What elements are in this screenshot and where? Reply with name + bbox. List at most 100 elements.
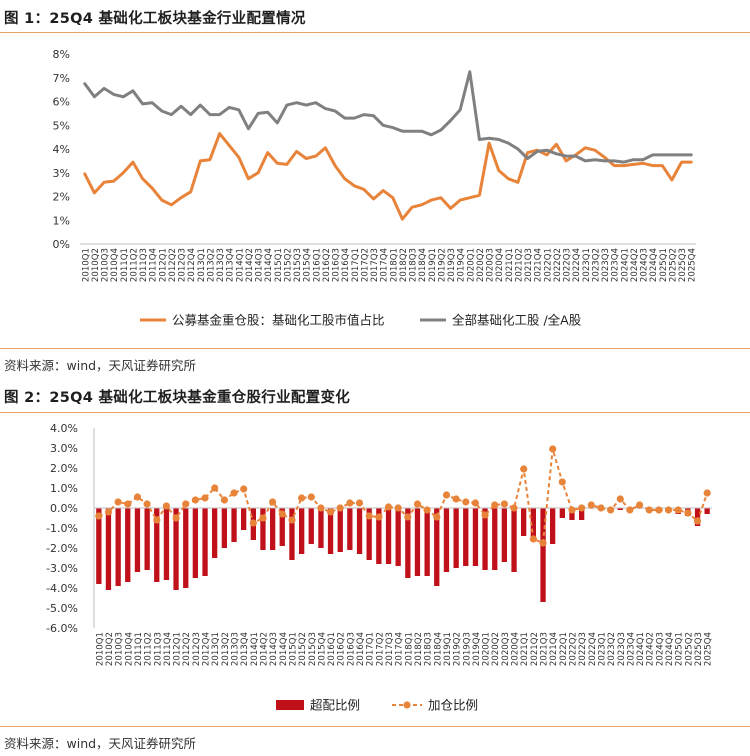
add-position-point — [607, 506, 615, 514]
add-position-point — [355, 499, 364, 507]
add-position-point — [693, 517, 702, 525]
add-position-point — [500, 500, 508, 508]
x-tick-label: 2016Q2 — [337, 632, 347, 666]
x-tick-label: 2013Q3 — [216, 248, 226, 282]
x-tick-label: 2010Q1 — [81, 248, 91, 282]
add-position-point — [549, 445, 557, 453]
add-position-point — [240, 485, 248, 493]
x-tick-label: 2020Q1 — [482, 632, 492, 666]
x-tick-label: 2010Q1 — [95, 632, 105, 666]
x-tick-label: 2010Q3 — [101, 248, 111, 282]
bar-overweight — [424, 508, 430, 576]
x-tick-label: 2021Q1 — [520, 632, 530, 666]
x-tick-label: 2016Q3 — [346, 632, 356, 666]
x-tick-label: 2013Q4 — [226, 248, 236, 282]
x-tick-label: 2018Q4 — [418, 248, 428, 282]
x-tick-label: 2017Q3 — [370, 248, 380, 282]
bar-overweight — [173, 508, 179, 590]
x-tick-label: 2021Q2 — [514, 248, 524, 282]
add-position-point — [230, 489, 238, 497]
x-tick-label: 2011Q4 — [149, 248, 159, 282]
x-tick-label: 2023Q4 — [611, 248, 621, 282]
x-tick-label: 2010Q4 — [124, 632, 134, 666]
bar-overweight — [463, 508, 469, 566]
x-tick-label: 2016Q2 — [322, 248, 332, 282]
bar-overweight — [318, 508, 324, 548]
bar-overweight — [212, 508, 218, 558]
bar-overweight — [202, 508, 208, 576]
x-tick-label: 2019Q3 — [462, 632, 472, 666]
x-tick-label: 2016Q4 — [341, 248, 351, 282]
legend-label: 加仓比例 — [428, 698, 478, 713]
add-position-point — [211, 484, 219, 492]
y-tick-label: 3.0% — [50, 442, 78, 455]
add-position-point — [626, 506, 634, 514]
y-tick-label: -2.0% — [46, 542, 78, 555]
x-tick-label: 2016Q1 — [312, 248, 322, 282]
bar-overweight — [559, 508, 565, 518]
bar-overweight — [617, 508, 623, 510]
x-tick-label: 2024Q4 — [649, 248, 659, 282]
add-position-point — [674, 506, 682, 514]
bar-overweight — [337, 508, 343, 552]
bar-overweight — [704, 508, 710, 514]
add-position-point — [259, 514, 267, 522]
x-tick-label: 2022Q1 — [543, 248, 553, 282]
y-tick-label: -6.0% — [46, 622, 78, 635]
bar-overweight — [96, 508, 102, 584]
x-tick-label: 2012Q4 — [202, 632, 212, 666]
x-tick-label: 2015Q2 — [298, 632, 308, 666]
x-tick-label: 2023Q3 — [601, 248, 611, 282]
bar-overweight — [154, 508, 160, 582]
x-tick-label: 2014Q3 — [255, 248, 265, 282]
x-tick-label: 2024Q3 — [640, 248, 650, 282]
x-tick-label: 2021Q2 — [530, 632, 540, 666]
y-tick-label: 1.0% — [50, 482, 78, 495]
x-tick-label: 2020Q4 — [495, 248, 505, 282]
y-tick-label: -3.0% — [46, 562, 78, 575]
x-tick-label: 2012Q1 — [158, 248, 168, 282]
bar-overweight — [511, 508, 517, 572]
x-tick-label: 2022Q3 — [578, 632, 588, 666]
x-tick-label: 2022Q2 — [568, 632, 578, 666]
x-tick-label: 2024Q1 — [636, 632, 646, 666]
add-position-point — [201, 494, 209, 502]
legend-label: 公募基金重仓股：基础化工股市值占比 — [172, 313, 385, 328]
add-position-point — [423, 506, 431, 514]
x-tick-label: 2016Q3 — [332, 248, 342, 282]
x-tick-label: 2023Q1 — [597, 632, 607, 666]
x-tick-label: 2019Q1 — [428, 248, 438, 282]
bar-overweight — [482, 508, 488, 570]
y-tick-label: -4.0% — [46, 582, 78, 595]
add-position-point — [616, 495, 624, 503]
x-tick-label: 2012Q1 — [173, 632, 183, 666]
x-tick-label: 2019Q2 — [437, 248, 447, 282]
bar-overweight — [472, 508, 479, 566]
add-position-point — [703, 489, 711, 497]
x-tick-label: 2019Q2 — [453, 632, 463, 666]
x-tick-label: 2024Q4 — [665, 632, 675, 666]
x-tick-label: 2022Q1 — [559, 632, 569, 666]
add-position-point — [375, 513, 383, 521]
x-tick-label: 2021Q1 — [505, 248, 515, 282]
x-tick-label: 2014Q4 — [264, 248, 274, 282]
add-position-point — [568, 506, 576, 514]
add-position-point — [104, 508, 113, 516]
y-tick-label: -5.0% — [46, 602, 78, 615]
bar-overweight — [221, 508, 227, 548]
add-position-point — [491, 501, 499, 509]
x-tick-label: 2014Q4 — [279, 632, 289, 666]
x-tick-label: 2024Q2 — [646, 632, 656, 666]
bar-overweight — [192, 508, 198, 578]
x-tick-label: 2019Q3 — [447, 248, 457, 282]
bar-overweight — [327, 508, 334, 554]
bar-overweight — [356, 508, 363, 554]
bar-overweight — [540, 508, 546, 602]
add-position-point — [143, 500, 151, 508]
x-tick-label: 2016Q4 — [356, 632, 366, 666]
x-tick-label: 2018Q4 — [433, 632, 443, 666]
bar-overweight — [289, 508, 295, 560]
add-position-point — [655, 506, 663, 514]
add-position-point — [182, 500, 190, 508]
y-tick-label: 1% — [53, 214, 70, 227]
